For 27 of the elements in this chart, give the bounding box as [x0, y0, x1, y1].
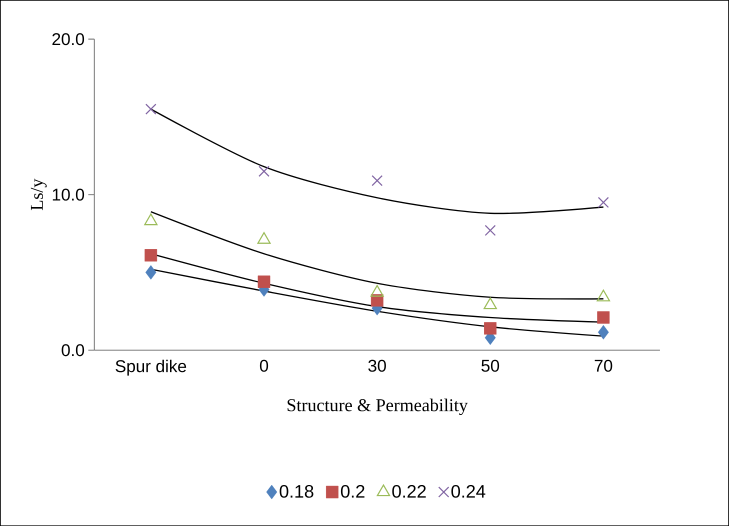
y-tick-label: 20.0: [52, 33, 84, 46]
x-tick-label: 70: [594, 360, 612, 372]
point: [372, 174, 383, 186]
x-tick-label: 50: [481, 360, 500, 372]
point: [145, 265, 156, 280]
point: [598, 324, 609, 340]
legend-label: 0.2: [340, 484, 364, 498]
x-tick-label: 30: [368, 360, 386, 372]
x-axis-title: Structure & Permeability: [288, 398, 468, 415]
point: [597, 311, 610, 324]
point: [258, 275, 270, 288]
line-series: [150, 211, 604, 300]
x-tick-label: 0: [260, 360, 268, 372]
point: [144, 248, 158, 262]
point: [258, 166, 270, 177]
y-tick-label: 10.0: [52, 188, 84, 201]
x-tick-label: Spur dike: [116, 360, 186, 376]
point: [145, 103, 156, 115]
point: [598, 196, 609, 208]
y-axis-title: Ls/y: [30, 178, 47, 210]
line-series: [150, 108, 604, 214]
point: [484, 224, 496, 236]
y-tick-label: 0.0: [62, 344, 84, 356]
legend-label: 0.18: [280, 484, 314, 498]
legend-label: 0.24: [451, 484, 486, 498]
point: [484, 322, 496, 335]
legend-label: 0.22: [392, 484, 426, 498]
